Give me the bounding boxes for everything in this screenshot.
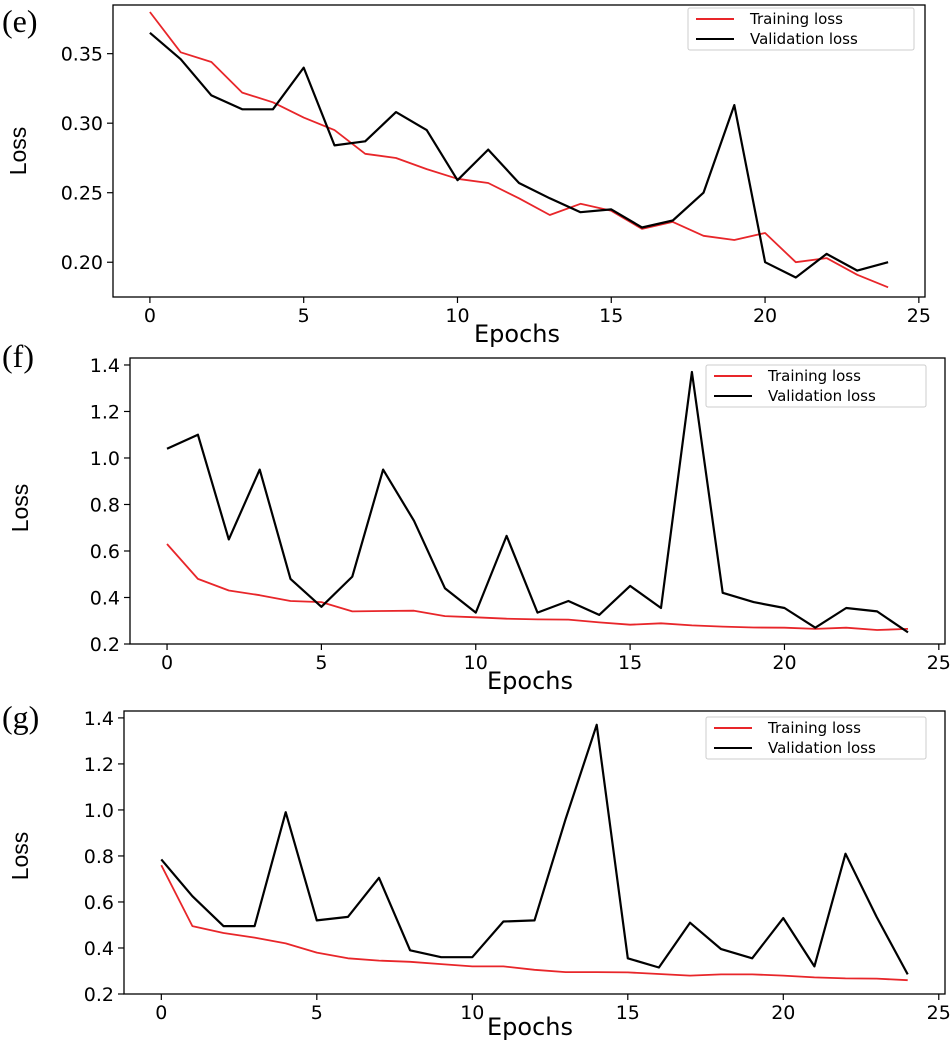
- y-tick-label: 0.30: [61, 113, 103, 135]
- x-tick-label: 5: [315, 652, 327, 674]
- x-tick-label: 20: [771, 1002, 795, 1024]
- legend-box: [705, 716, 927, 760]
- x-tick-label: 25: [927, 1002, 950, 1024]
- x-tick-label: 15: [616, 1002, 640, 1024]
- x-axis-title: Epochs: [487, 667, 573, 695]
- legend-label-validation: Validation loss: [750, 30, 858, 48]
- y-tick-label: 0.35: [61, 44, 103, 66]
- y-tick-label: 1.4: [84, 708, 114, 730]
- y-tick-label: 0.4: [84, 938, 114, 960]
- panel-label: (e): [2, 3, 38, 39]
- training-loss-line: [160, 864, 908, 982]
- x-tick-label: 20: [753, 305, 777, 327]
- x-tick-label: 0: [161, 652, 173, 674]
- y-axis-title: Loss: [7, 832, 33, 881]
- plot-frame: [123, 710, 946, 995]
- validation-loss-line: [149, 31, 889, 279]
- legend: Training loss Validation loss: [705, 716, 927, 760]
- legend-label-validation: Validation loss: [768, 739, 876, 757]
- validation-loss-line: [160, 723, 909, 975]
- plot-frame: [112, 4, 926, 298]
- chart-panel-f: (f) 0 5 10 15 20 25 0.2 0.4 0.6 0.8 1.0 1.2 1.4 Epochs…: [2, 338, 950, 695]
- y-tick-label: 1.2: [90, 401, 120, 423]
- legend-label-training: Training loss: [749, 10, 843, 28]
- y-tick-label: 0.2: [90, 634, 120, 656]
- legend: Training loss Validation loss: [687, 7, 915, 51]
- chart-panel-g: (g) 0 5 10 15 20 25 0.2 0.4 0.6 0.8 1.0 1.2 1.4 Epochs…: [2, 699, 950, 1041]
- y-tick-label: 0.6: [84, 892, 114, 914]
- y-tick-label: 1.2: [84, 754, 114, 776]
- x-tick-label: 25: [907, 305, 931, 327]
- plot-frame: [129, 357, 946, 645]
- legend-box: [705, 364, 927, 408]
- legend-label-training: Training loss: [767, 719, 861, 737]
- y-tick-label: 0.20: [61, 252, 103, 274]
- y-tick-label: 1.4: [90, 355, 120, 377]
- y-tick-label: 0.2: [84, 984, 114, 1006]
- panel-label: (g): [2, 699, 39, 735]
- y-axis-title: Loss: [7, 484, 33, 533]
- legend-label-validation: Validation loss: [768, 387, 876, 405]
- legend-label-training: Training loss: [767, 367, 861, 385]
- x-tick-label: 0: [144, 305, 156, 327]
- y-tick-label: 0.8: [84, 846, 114, 868]
- y-tick-label: 0.25: [61, 183, 103, 205]
- y-tick-label: 0.4: [90, 587, 120, 609]
- y-axis-title: Loss: [5, 127, 31, 176]
- training-loss-line: [166, 543, 909, 631]
- legend: Training loss Validation loss: [705, 364, 927, 408]
- x-tick-label: 15: [599, 305, 623, 327]
- legend-box: [687, 7, 915, 51]
- x-tick-label: 25: [927, 652, 950, 674]
- validation-loss-line: [166, 370, 909, 634]
- x-tick-label: 10: [464, 652, 488, 674]
- x-tick-label: 20: [772, 652, 796, 674]
- x-tick-label: 10: [445, 305, 469, 327]
- panel-label: (f): [2, 338, 34, 374]
- x-tick-label: 15: [618, 652, 642, 674]
- chart-panel-e: (e) 0 5 10 15 20 25 0.20 0.25 0.30 0.35 Epochs Loss T…: [2, 3, 931, 348]
- x-tick-label: 5: [298, 305, 310, 327]
- x-tick-label: 5: [311, 1002, 323, 1024]
- y-tick-label: 1.0: [84, 800, 114, 822]
- x-axis-title: Epochs: [487, 1013, 573, 1041]
- y-tick-label: 1.0: [90, 448, 120, 470]
- y-tick-label: 0.8: [90, 494, 120, 516]
- training-loss-line: [149, 11, 889, 289]
- x-tick-label: 10: [460, 1002, 484, 1024]
- x-axis-title: Epochs: [474, 320, 560, 348]
- x-tick-label: 0: [155, 1002, 167, 1024]
- y-tick-label: 0.6: [90, 541, 120, 563]
